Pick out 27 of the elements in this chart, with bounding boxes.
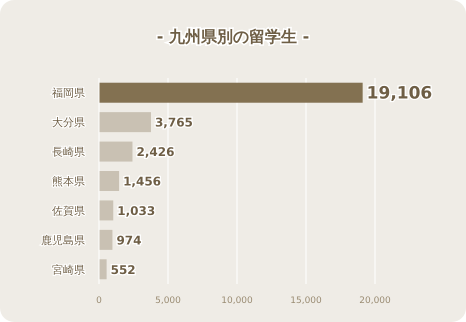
bar xyxy=(99,200,114,220)
bar xyxy=(99,230,112,250)
data-label: 974 xyxy=(116,233,142,248)
data-label: 552 xyxy=(110,262,136,277)
bar xyxy=(99,112,151,132)
data-label: 1,033 xyxy=(117,204,156,218)
x-tick-label: 15,000 xyxy=(290,296,322,306)
y-tick-label: 鹿児島県 xyxy=(41,234,85,247)
x-tick-label: 5,000 xyxy=(155,296,182,306)
data-label: 2,426 xyxy=(136,145,174,160)
y-tick-label: 熊本県 xyxy=(52,175,85,188)
bar xyxy=(99,170,120,192)
data-label: 3,765 xyxy=(154,116,193,130)
data-label: 19,106 xyxy=(366,84,432,104)
x-tick-label: 0 xyxy=(96,296,102,306)
y-tick-label: 佐賀県 xyxy=(52,204,85,218)
bar xyxy=(99,259,107,280)
y-tick-label: 宮崎県 xyxy=(52,263,85,276)
y-tick-label: 福岡県 xyxy=(52,86,85,100)
chart-title: - 九州県別の留学生 - xyxy=(156,27,310,46)
bar xyxy=(99,82,363,103)
bar xyxy=(99,142,132,162)
data-label: 1,456 xyxy=(123,174,162,188)
y-tick-label: 大分県 xyxy=(52,116,85,130)
x-tick-label: 10,000 xyxy=(221,296,254,306)
x-tick-label: 20,000 xyxy=(359,296,392,306)
y-tick-label: 長崎県 xyxy=(52,146,85,159)
